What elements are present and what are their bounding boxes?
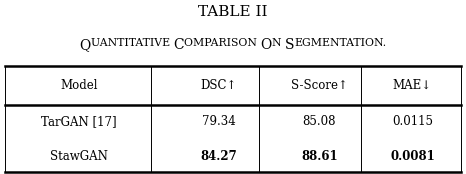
Text: N: N: [272, 38, 285, 48]
Text: 85.08: 85.08: [302, 115, 336, 128]
Text: O: O: [260, 38, 272, 52]
Text: EGMENTATION.: EGMENTATION.: [294, 38, 386, 48]
Text: Q: Q: [80, 38, 91, 52]
Text: 84.27: 84.27: [201, 150, 237, 163]
Text: DSC↑: DSC↑: [201, 79, 237, 92]
Text: C: C: [173, 38, 184, 52]
Text: TarGAN [17]: TarGAN [17]: [41, 115, 117, 128]
Text: 0.0115: 0.0115: [392, 115, 433, 128]
Text: 0.0081: 0.0081: [390, 150, 435, 163]
Text: TABLE II: TABLE II: [198, 5, 268, 19]
Text: UANTITATIVE: UANTITATIVE: [91, 38, 173, 48]
Text: StawGAN: StawGAN: [50, 150, 108, 163]
Text: S: S: [285, 38, 294, 52]
Text: OMPARISON: OMPARISON: [184, 38, 260, 48]
Text: 88.61: 88.61: [301, 150, 337, 163]
Text: Model: Model: [61, 79, 98, 92]
Text: 79.34: 79.34: [202, 115, 236, 128]
Text: S-Score↑: S-Score↑: [291, 79, 348, 92]
Text: MAE↓: MAE↓: [393, 79, 432, 92]
